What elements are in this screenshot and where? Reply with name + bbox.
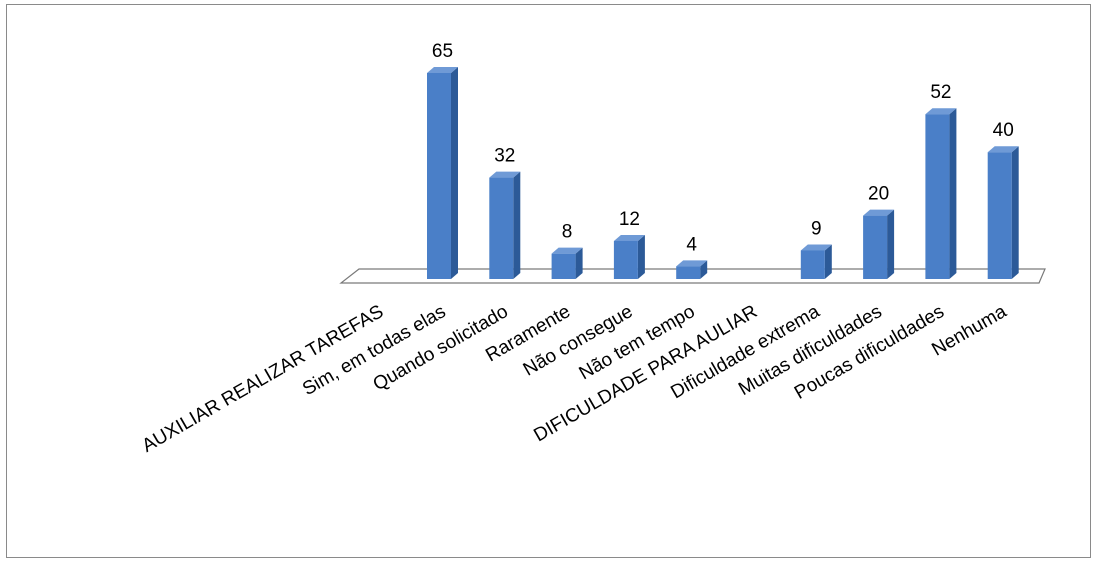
bar-chart: 65 32 8 12 4 9 20 52 40 AUXILIAR REALIZAR TAREFA… — [139, 41, 1046, 457]
bar-front — [613, 240, 638, 279]
data-label: 4 — [686, 234, 697, 255]
bar-front — [427, 73, 451, 279]
bar — [551, 247, 583, 279]
bar-front — [987, 152, 1012, 279]
bar-top — [925, 108, 957, 115]
bar-top — [551, 247, 583, 254]
bar-top — [800, 244, 832, 251]
bar-front — [489, 177, 514, 279]
bar — [863, 209, 895, 279]
bar — [800, 244, 832, 279]
data-label: 20 — [868, 184, 889, 205]
bar-front — [925, 114, 950, 279]
bar-top — [987, 146, 1019, 153]
data-label: 8 — [562, 222, 573, 243]
bar-side — [824, 244, 832, 279]
bar-side — [1011, 146, 1019, 279]
bar — [987, 146, 1019, 279]
category-label: AUXILIAR REALIZAR TAREFAS — [139, 301, 388, 457]
data-label: 65 — [432, 41, 453, 62]
data-label: 52 — [930, 82, 951, 103]
bar — [676, 260, 708, 279]
data-label: 32 — [494, 146, 515, 167]
bar-side — [513, 171, 521, 279]
bar-front — [676, 266, 701, 279]
bar-side — [451, 67, 458, 279]
bar-side — [887, 209, 895, 279]
data-label: 12 — [619, 209, 640, 230]
bar-top — [863, 209, 895, 216]
bar-top — [676, 260, 708, 267]
data-label: 9 — [811, 218, 822, 239]
bar — [489, 171, 521, 279]
bar-side — [949, 108, 957, 279]
bar-side — [700, 260, 708, 279]
bar-side — [575, 247, 583, 279]
bar-front — [863, 215, 888, 279]
bar-side — [637, 234, 645, 279]
bar-top — [489, 171, 521, 178]
bar-front — [800, 250, 825, 279]
bar-top — [613, 234, 645, 241]
data-label: 40 — [993, 120, 1014, 141]
chart-frame: 65 32 8 12 4 9 20 52 40 AUXILIAR REALIZAR TAREFA… — [6, 4, 1091, 558]
bar-top — [427, 67, 458, 73]
bar — [925, 108, 957, 279]
bar — [613, 234, 645, 279]
bar-front — [551, 253, 576, 279]
bar — [427, 67, 458, 279]
